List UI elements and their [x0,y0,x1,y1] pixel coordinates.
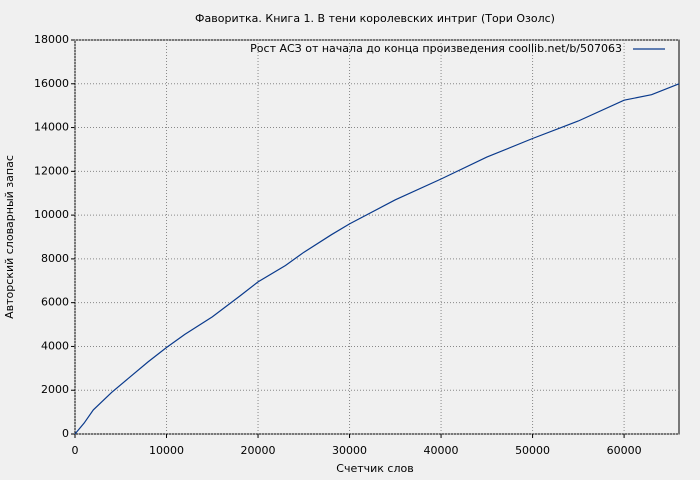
y-tick-label: 6000 [41,296,69,309]
y-tick-label: 14000 [34,121,69,134]
x-tick-label: 50000 [515,444,550,457]
plot-frame [74,39,680,435]
y-tick-label: 10000 [34,208,69,221]
x-tick-label: 40000 [424,444,459,457]
x-tick-label: 30000 [332,444,367,457]
y-tick-label: 18000 [34,33,69,46]
chart-title: Фаворитка. Книга 1. В тени королевских и… [195,12,555,25]
y-tick-label: 16000 [34,77,69,90]
y-tick-label: 2000 [41,383,69,396]
data-line [74,83,680,435]
legend-label: Рост АСЗ от начала до конца произведения… [250,42,622,55]
y-tick-label: 8000 [41,252,69,265]
y-axis-label: Авторский словарный запас [3,155,16,319]
y-tick-label: 12000 [34,164,69,177]
x-tick-label: 0 [72,444,79,457]
y-tick-label: 0 [62,427,69,440]
x-tick-label: 60000 [607,444,642,457]
x-tick-label: 20000 [241,444,276,457]
y-tick-label: 4000 [41,339,69,352]
x-axis-label: Счетчик слов [336,462,413,475]
x-tick-label: 10000 [149,444,184,457]
